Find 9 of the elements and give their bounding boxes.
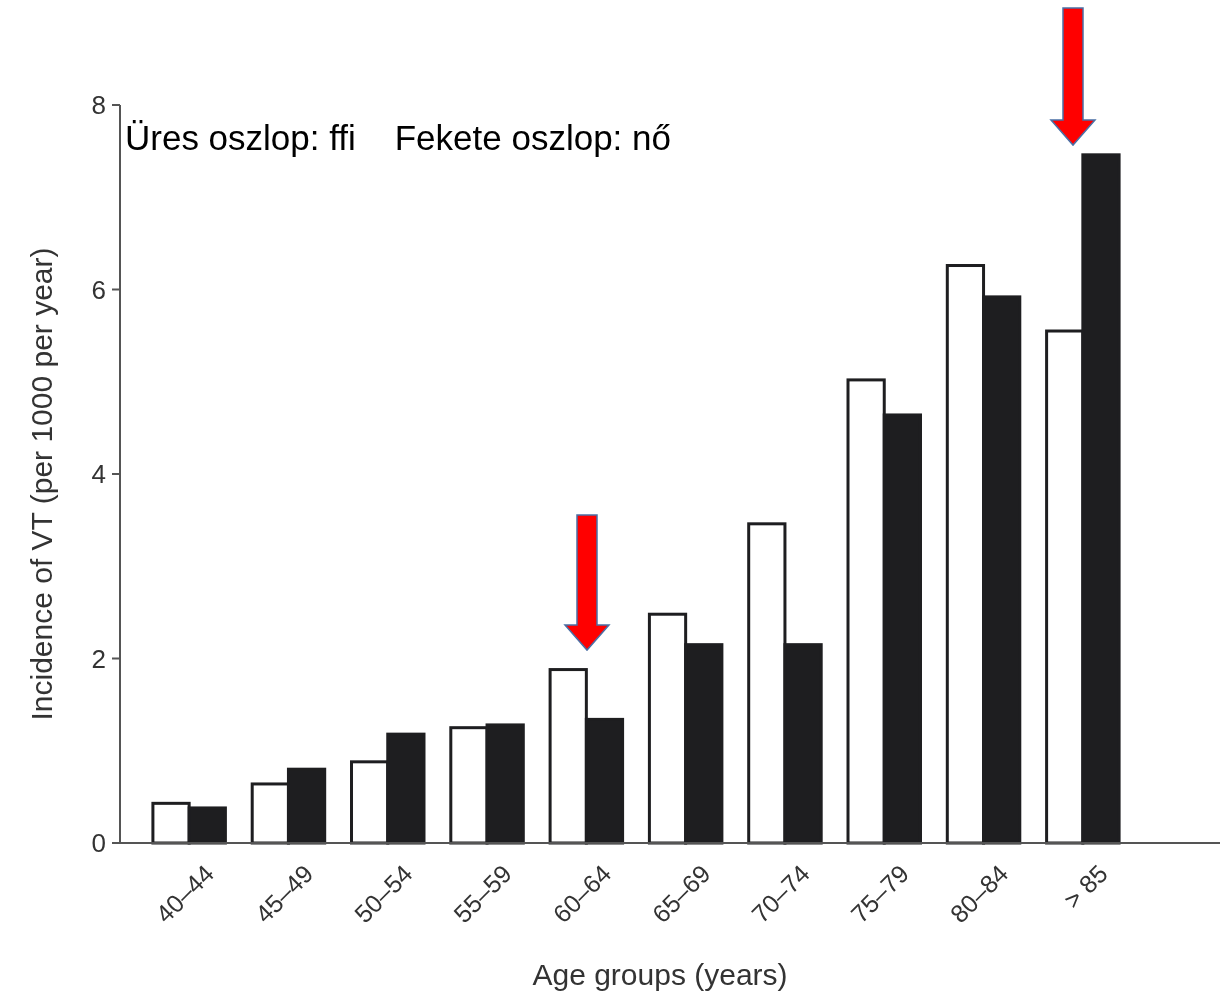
annotation: Üres oszlop: ffi Fekete oszlop: nő: [125, 118, 672, 157]
y-tick-label: 4: [91, 459, 106, 490]
x-tick-label: > 85: [1058, 859, 1113, 914]
y-tick-label: 0: [91, 828, 106, 859]
y-tick-label: 6: [91, 274, 106, 305]
y-axis-title: Incidence of VT (per 1000 per year): [25, 247, 58, 721]
y-tick-label: 8: [91, 90, 106, 121]
x-axis-title: Age groups (years): [532, 958, 788, 991]
y-tick-label: 2: [91, 643, 106, 674]
